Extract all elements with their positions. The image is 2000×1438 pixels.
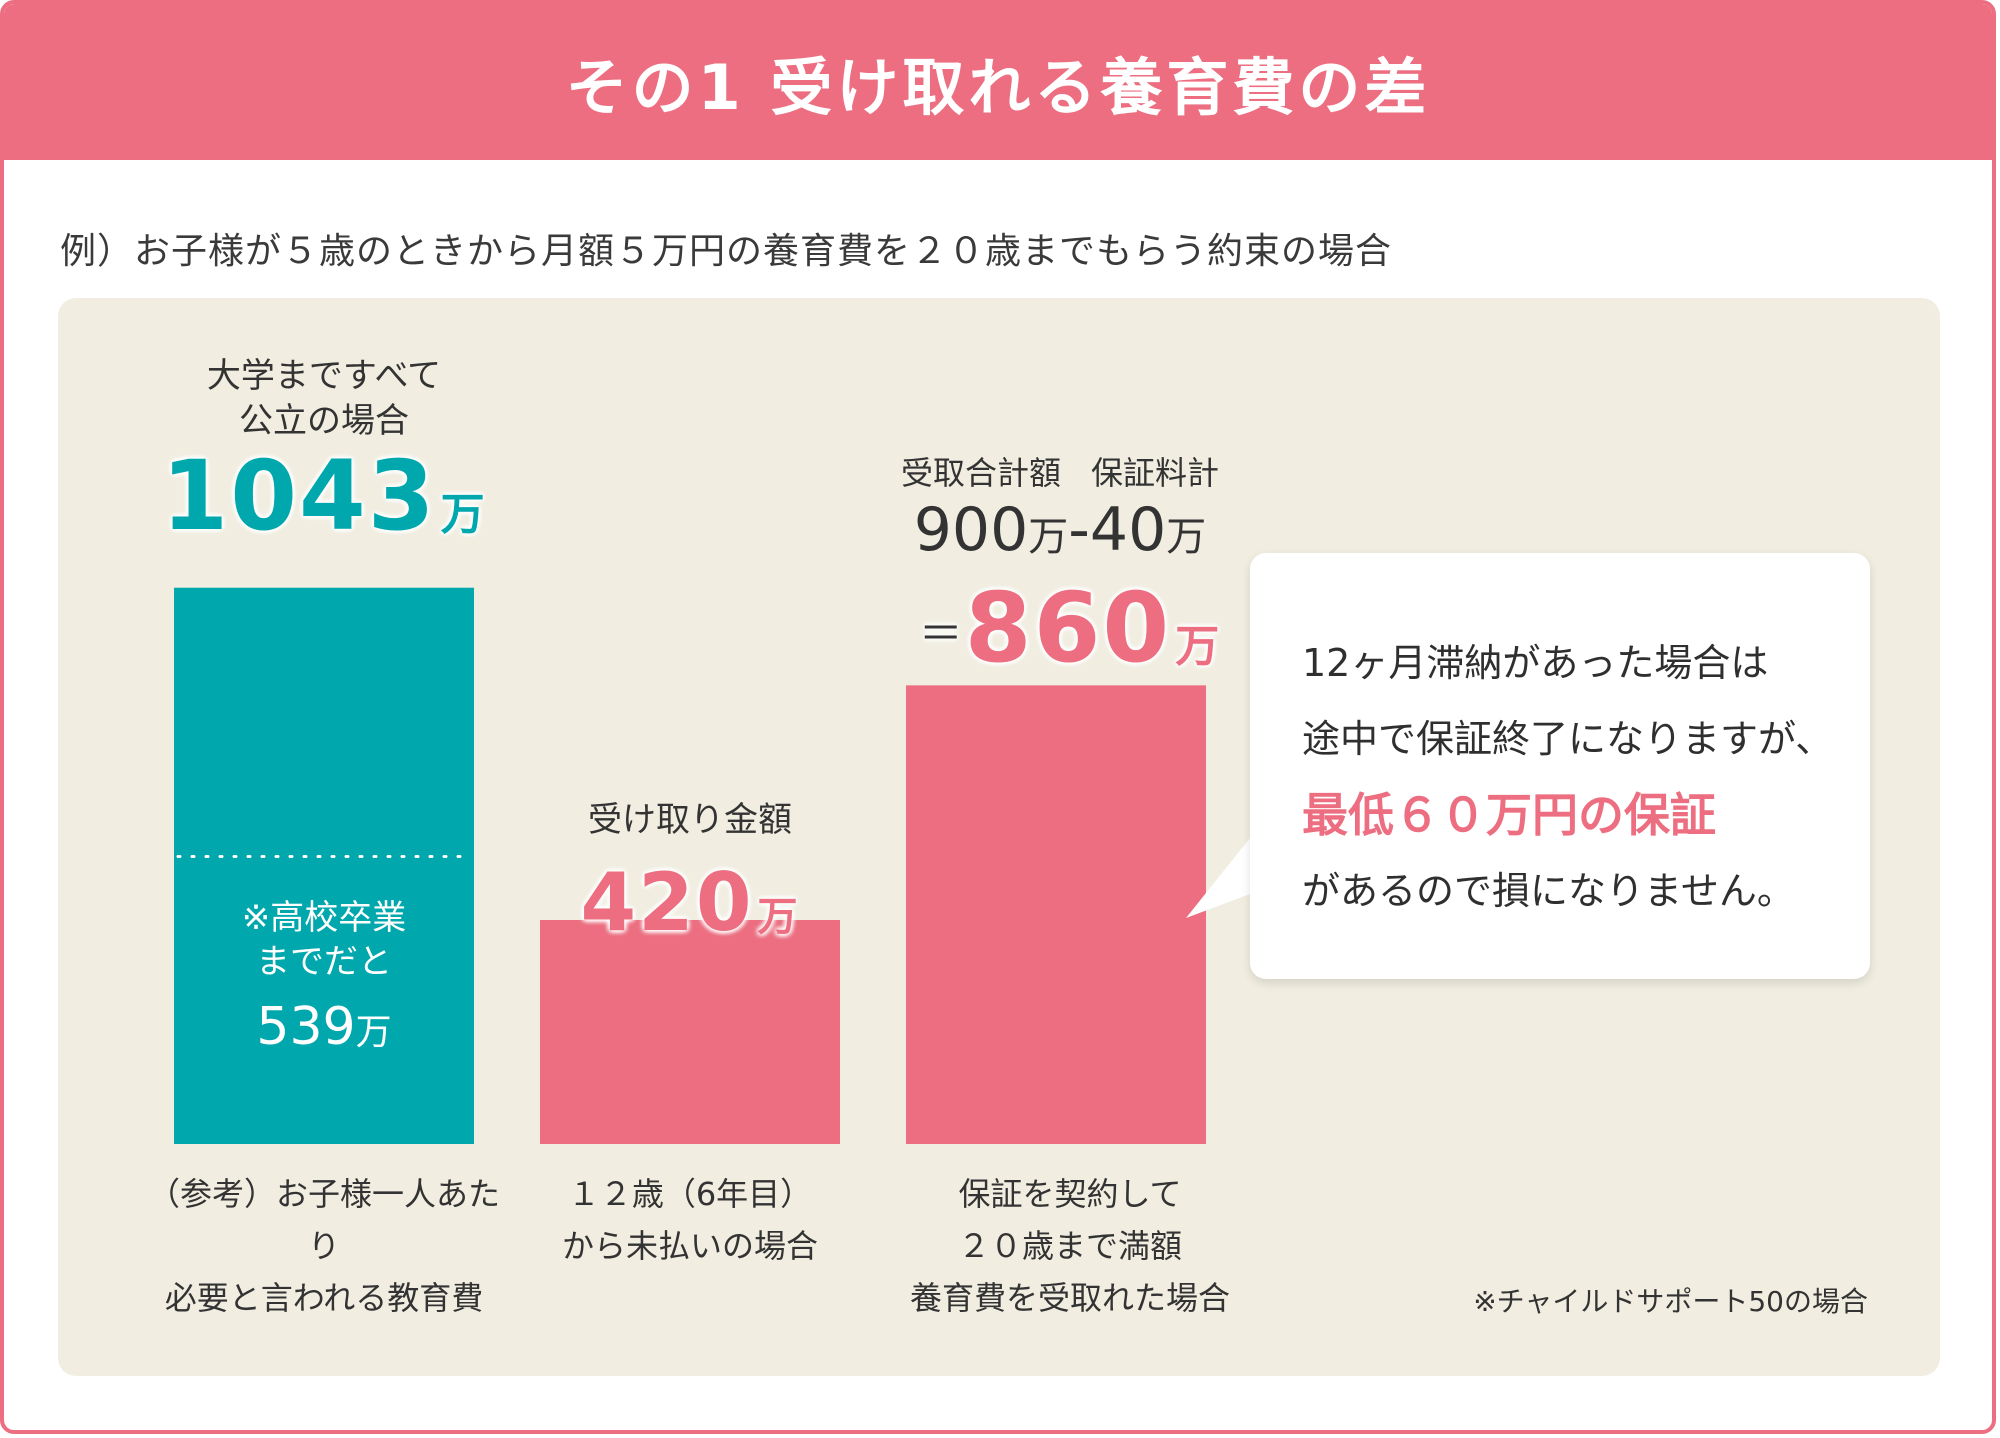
- bar1-sub-label-line1: ※高校卒業: [241, 898, 407, 938]
- bar3-formula-minus: -: [1068, 495, 1090, 565]
- callout-tail: [1186, 818, 1266, 918]
- bar1-sub-value-number: 539: [256, 997, 356, 1057]
- bar1-value-unit: 万: [440, 489, 487, 540]
- footnote: ※チャイルドサポート50の場合: [1473, 1285, 1868, 1318]
- bar1-sub-label-line2: までだと: [256, 942, 392, 982]
- bar1-top-label-line2: 公立の場合: [239, 401, 409, 441]
- callout-line2: 途中で保証終了になりますが、: [1302, 717, 1834, 761]
- bar-unpaid: [540, 920, 840, 1144]
- bar1-top-label: 大学まですべて 公立の場合: [174, 354, 474, 444]
- bar2-value-number: 420: [580, 856, 754, 949]
- callout-box: 12ヶ月滞納があった場合は 途中で保証終了になりますが、 最低６０万円の保証 が…: [1250, 553, 1870, 979]
- bar-guaranteed: [906, 685, 1206, 1144]
- chart-panel: 大学まですべて 公立の場合 1043万 ※高校卒業 までだと 539万 （参考）…: [58, 298, 1940, 1376]
- callout-line4: があるので損になりません。: [1302, 869, 1795, 913]
- bar2-bottom-label-line2: から未払いの場合: [561, 1227, 818, 1265]
- bar2-value-unit: 万: [757, 894, 800, 940]
- bar3-formula-label-right: 保証料計: [1091, 454, 1220, 492]
- bar3-value-unit: 万: [1175, 621, 1222, 672]
- bar3-formula-b: 40: [1089, 495, 1167, 565]
- bar1-top-label-line1: 大学まですべて: [206, 356, 442, 396]
- bar3-formula: 900万-40万: [880, 494, 1240, 573]
- bar3-value-number: 860: [964, 572, 1172, 684]
- bar3-value-label: ＝860万: [880, 578, 1260, 697]
- bar3-bottom-label-line2: ２０歳まで満額: [957, 1227, 1182, 1265]
- bar-education: [174, 587, 474, 1144]
- bar3-formula-a: 900: [913, 495, 1029, 565]
- callout-line1: 12ヶ月滞納があった場合は: [1302, 641, 1769, 685]
- bar1-bottom-label: （参考）お子様一人あたり 必要と言われる教育費: [134, 1168, 514, 1324]
- bar3-bottom-label-line3: 養育費を受取れた場合: [909, 1279, 1230, 1317]
- bar3-formula-label-left: 受取合計額: [900, 454, 1061, 492]
- bar2-bottom-label-line1: １２歳（6年目）: [567, 1175, 813, 1213]
- bar1-sub-value: 539万: [174, 988, 474, 1072]
- bar1-bottom-label-line2: 必要と言われる教育費: [164, 1279, 484, 1317]
- bar1-value-label: 1043万: [154, 448, 494, 563]
- bar1-bottom-label-line1: （参考）お子様一人あたり: [147, 1175, 500, 1265]
- bar1-value-number: 1043: [161, 440, 437, 552]
- example-caption: 例）お子様が５歳のときから月額５万円の養育費を２０歳までもらう約束の場合: [60, 231, 1393, 272]
- bar2-value-label: 420 万: [510, 858, 870, 962]
- bar2-bottom-label: １２歳（6年目） から未払いの場合: [520, 1168, 860, 1272]
- bar3-formula-a-unit: 万: [1028, 514, 1069, 560]
- bar-chart: [174, 587, 1206, 1144]
- bar3-bottom-label-line1: 保証を契約して: [958, 1175, 1182, 1213]
- header-title: その1 受け取れる養育費の差: [4, 4, 1992, 160]
- bar2-top-label: 受け取り金額: [588, 800, 792, 840]
- callout-text: 12ヶ月滞納があった場合は 途中で保証終了になりますが、 最低６０万円の保証 が…: [1302, 625, 1833, 929]
- bar1-sub-value-unit: 万: [355, 1012, 392, 1053]
- bar3-formula-labels: 受取合計額 保証料計: [890, 448, 1230, 494]
- bar3-equals: ＝: [918, 608, 965, 660]
- bar1-sub-label: ※高校卒業 までだと 539万: [174, 896, 474, 1072]
- bar3-bottom-label: 保証を契約して ２０歳まで満額 養育費を受取れた場合: [880, 1168, 1260, 1324]
- callout-emphasis: 最低６０万円の保証: [1302, 788, 1716, 842]
- bar3-formula-b-unit: 万: [1166, 514, 1207, 560]
